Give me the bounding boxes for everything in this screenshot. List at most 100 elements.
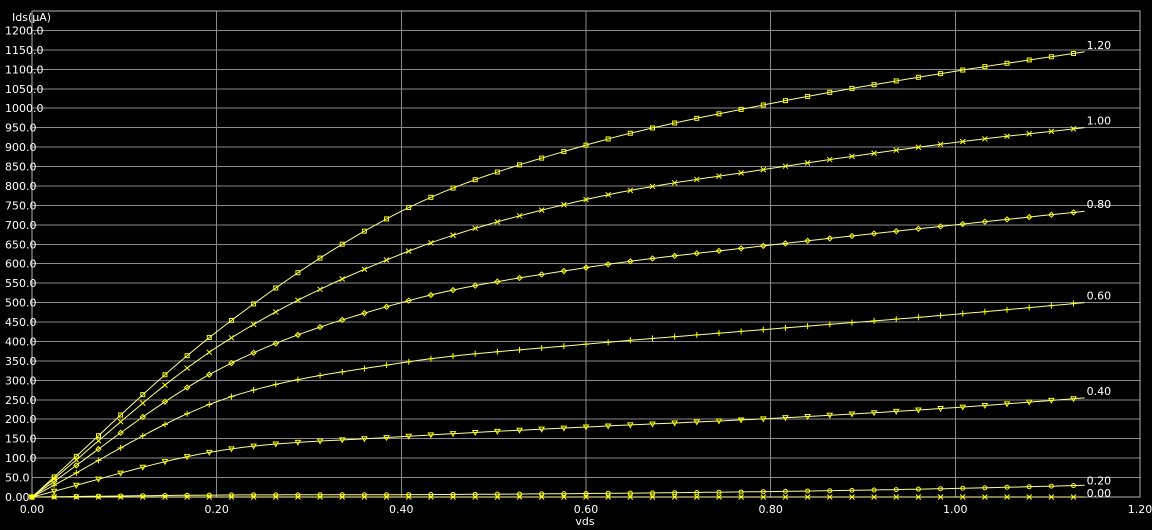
data-point — [804, 413, 811, 421]
data-point — [250, 349, 257, 356]
data-point — [428, 194, 434, 200]
data-point — [139, 413, 147, 421]
data-point — [738, 494, 744, 500]
data-point — [626, 422, 634, 429]
series-1.20: 1.20 — [29, 39, 1111, 500]
data-point — [871, 150, 877, 157]
data-point — [915, 144, 922, 151]
data-point — [139, 400, 146, 406]
data-point — [738, 489, 744, 495]
data-point — [73, 469, 80, 476]
data-point — [1048, 494, 1055, 500]
data-point — [161, 459, 169, 466]
data-point — [737, 417, 745, 424]
series-1.00: 1.00 — [29, 115, 1111, 500]
data-point — [316, 438, 324, 445]
y-tick-label: 650.0 — [5, 238, 37, 251]
series-label: 0.40 — [1087, 385, 1112, 398]
data-point — [915, 486, 921, 492]
data-point — [428, 239, 434, 246]
data-point — [560, 425, 568, 432]
data-point — [1048, 483, 1054, 489]
data-point — [516, 274, 523, 282]
data-point — [893, 494, 900, 500]
grid — [31, 11, 1141, 498]
data-point — [471, 429, 479, 436]
data-point — [560, 267, 568, 275]
data-point — [782, 415, 789, 422]
data-point — [1048, 128, 1055, 135]
data-point — [938, 486, 944, 492]
data-point — [560, 494, 567, 500]
data-point — [716, 494, 722, 500]
data-point — [959, 138, 966, 145]
data-point — [849, 153, 855, 160]
data-point — [1004, 133, 1010, 140]
data-point — [117, 418, 124, 425]
data-point — [649, 125, 655, 131]
data-point — [494, 428, 501, 435]
data-point — [937, 141, 944, 148]
data-point — [95, 433, 101, 439]
data-point — [849, 85, 855, 91]
y-axis-title: Ids(µA) — [12, 11, 51, 24]
data-point — [183, 384, 191, 391]
data-point — [627, 490, 633, 496]
x-tick-label: 0.80 — [758, 503, 783, 516]
data-point — [538, 494, 545, 500]
data-point — [161, 398, 169, 405]
data-point — [715, 418, 723, 425]
series-0.40: 0.40 — [28, 385, 1112, 501]
data-point — [582, 424, 590, 431]
data-point — [29, 494, 35, 500]
y-tick-label: 550.0 — [5, 277, 37, 290]
data-point — [1004, 494, 1010, 500]
data-point — [804, 237, 811, 245]
x-tick-label: 0.00 — [20, 503, 45, 516]
data-point — [870, 230, 878, 237]
data-point — [1070, 396, 1077, 403]
data-point — [671, 179, 678, 186]
data-point — [915, 225, 922, 233]
y-tick-label: 1000.0 — [5, 102, 44, 115]
y-tick-label: 750.0 — [5, 199, 37, 212]
series-label: 0.60 — [1087, 290, 1112, 303]
data-point — [1003, 216, 1011, 223]
data-point — [627, 494, 634, 500]
series-line — [31, 484, 1085, 498]
data-point — [693, 494, 700, 500]
series-line — [31, 397, 1085, 498]
data-point — [272, 340, 279, 347]
data-point — [694, 489, 700, 495]
data-point — [162, 382, 168, 388]
data-point — [583, 196, 589, 203]
data-point — [826, 412, 834, 419]
y-tick-label: 200.0 — [5, 413, 37, 426]
data-point — [937, 406, 944, 413]
data-point — [449, 286, 457, 294]
data-point — [693, 250, 701, 257]
data-point — [405, 494, 412, 500]
data-point — [73, 494, 80, 500]
data-point — [960, 485, 966, 491]
data-point — [494, 218, 501, 225]
data-point — [494, 491, 500, 497]
data-point — [117, 429, 124, 437]
x-tick-label: 1.20 — [1128, 503, 1152, 516]
data-point — [960, 67, 966, 73]
data-point — [560, 343, 567, 350]
data-point — [494, 169, 500, 175]
x-tick-label: 0.20 — [204, 503, 229, 516]
data-point — [804, 323, 811, 330]
data-point — [250, 494, 257, 500]
data-point — [384, 216, 390, 222]
data-point — [516, 494, 523, 500]
data-point — [206, 401, 213, 408]
y-tick-label: 600.0 — [5, 258, 37, 271]
series-label: 0.00 — [1087, 487, 1112, 500]
data-point — [582, 264, 590, 271]
y-tick-label: 950.0 — [5, 122, 37, 135]
data-point — [782, 240, 789, 247]
data-point — [604, 261, 612, 268]
data-point — [693, 419, 701, 426]
